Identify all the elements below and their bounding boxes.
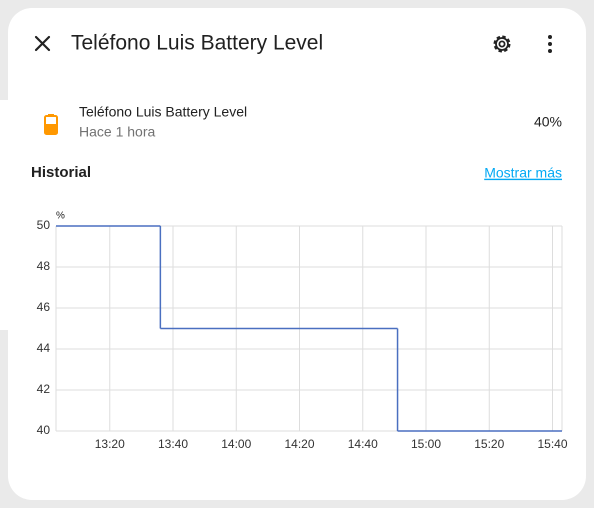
last-changed: Hace 1 hora [79, 124, 155, 140]
x-tick-label: 14:20 [284, 437, 314, 451]
background-card [0, 100, 8, 330]
y-tick-label: 44 [37, 341, 51, 355]
dialog [8, 8, 586, 500]
unit-label: % [56, 211, 65, 222]
entity-state: 40% [534, 114, 562, 130]
y-tick-label: 42 [37, 382, 51, 396]
close-button[interactable] [34, 35, 51, 52]
y-tick-label: 40 [37, 423, 51, 437]
y-tick-label: 46 [37, 300, 51, 314]
settings-button[interactable] [493, 35, 511, 53]
menu-button[interactable] [548, 35, 552, 53]
entity-name: Teléfono Luis Battery Level [79, 104, 247, 120]
show-more-link[interactable]: Mostrar más [484, 165, 562, 181]
x-tick-label: 13:20 [95, 437, 125, 451]
y-tick-label: 50 [37, 218, 51, 232]
history-title: Historial [31, 164, 91, 181]
y-tick-label: 48 [37, 259, 51, 273]
dialog-title: Teléfono Luis Battery Level [71, 32, 323, 55]
x-tick-label: 13:40 [158, 437, 188, 451]
x-tick-label: 15:20 [474, 437, 504, 451]
battery-icon [44, 114, 58, 135]
chart: 40 42 44 46 48 50 13:20 13:40 14:00 14:20 14:40 15:… [37, 218, 568, 451]
x-tick-label: 14:00 [221, 437, 251, 451]
x-tick-label: 14:40 [348, 437, 378, 451]
x-tick-label: 15:40 [537, 437, 567, 451]
x-tick-label: 15:00 [411, 437, 441, 451]
